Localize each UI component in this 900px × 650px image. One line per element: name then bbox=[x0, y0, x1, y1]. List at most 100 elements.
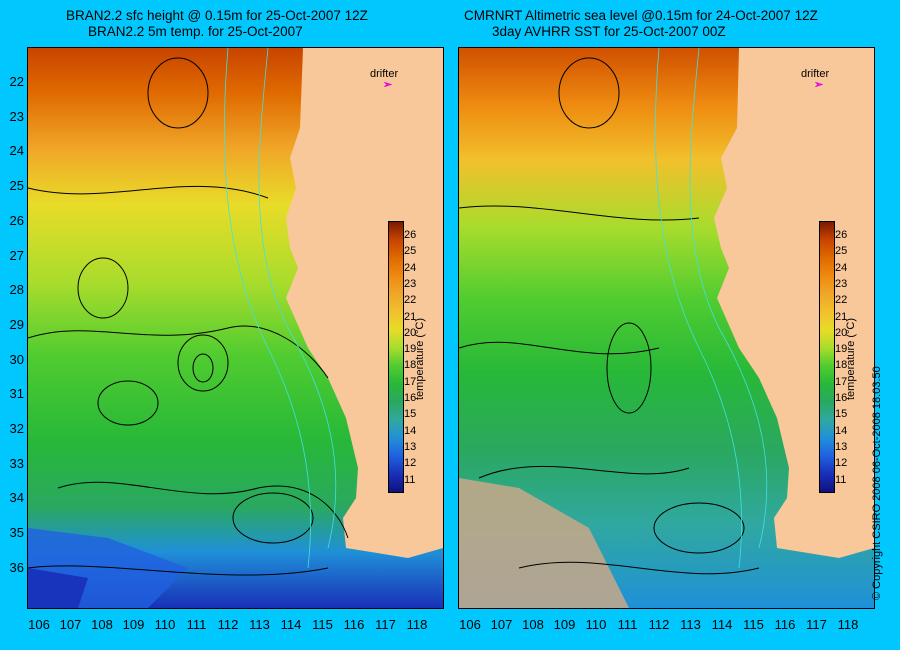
colorbar-tick-label: 13 bbox=[835, 440, 848, 453]
latitude-label: 33 bbox=[9, 455, 24, 471]
latitude-label: 35 bbox=[9, 525, 24, 541]
colorbar-tick-label: 21 bbox=[835, 310, 848, 323]
longitude-label: 110 bbox=[585, 617, 607, 632]
colorbar-tick-label: 14 bbox=[404, 424, 417, 437]
colorbar-tick-label: 24 bbox=[835, 261, 848, 274]
colorbar-tick-label: 21 bbox=[404, 310, 417, 323]
colorbar-tick-label: 23 bbox=[404, 277, 417, 290]
longitude-label: 115 bbox=[312, 617, 333, 632]
longitude-label: 107 bbox=[59, 617, 82, 632]
latitude-label: 32 bbox=[9, 421, 24, 436]
longitude-label: 110 bbox=[154, 617, 176, 632]
longitude-label: 107 bbox=[490, 617, 513, 632]
sea-temperature-field bbox=[459, 48, 874, 608]
drifter-icon[interactable]: ➢ bbox=[814, 79, 824, 91]
colorbar-fill bbox=[389, 222, 403, 492]
latitude-label: 30 bbox=[9, 351, 24, 367]
colorbar-tick-label: 11 bbox=[404, 473, 416, 486]
longitude-label: 114 bbox=[711, 617, 733, 632]
longitude-label: 116 bbox=[343, 617, 365, 632]
colorbar-tick-label: 22 bbox=[835, 294, 848, 307]
right-map-panel[interactable]: drifter ➢ bbox=[458, 47, 875, 609]
longitude-label: 117 bbox=[806, 617, 827, 632]
colorbar-fill bbox=[820, 222, 834, 492]
colorbar-tick-label: 20 bbox=[404, 326, 417, 339]
longitude-label: 118 bbox=[406, 617, 428, 632]
colorbar-tick-label: 20 bbox=[835, 326, 848, 339]
colorbar-tick-label: 24 bbox=[404, 261, 417, 274]
longitude-label: 111 bbox=[186, 617, 207, 632]
longitude-label: 108 bbox=[91, 617, 113, 632]
colorbar-tick-label: 16 bbox=[835, 392, 848, 404]
colorbar-tick-label: 18 bbox=[835, 359, 848, 372]
colorbar-tick-label: 15 bbox=[835, 408, 848, 421]
left-map-svg bbox=[28, 48, 443, 608]
drifter-label: drifter bbox=[801, 68, 830, 80]
colorbar-tick-label: 23 bbox=[835, 277, 848, 290]
latitude-label: 25 bbox=[9, 178, 24, 194]
cold-water-core bbox=[28, 568, 88, 608]
left-map-panel[interactable]: drifter ➢ bbox=[27, 47, 444, 609]
longitude-label: 112 bbox=[217, 617, 239, 632]
latitude-label: 22 bbox=[9, 74, 24, 89]
colorbar-tick-label: 13 bbox=[404, 440, 417, 453]
latitude-label: 28 bbox=[9, 282, 24, 298]
colorbar-tick-label: 15 bbox=[404, 408, 417, 421]
longitude-label: 109 bbox=[122, 617, 145, 632]
colorbar-title-right: temperature (°C) bbox=[845, 317, 857, 400]
latitude-label: 29 bbox=[9, 316, 24, 332]
copyright-text: © Copyright CSIRO 2008 06-Oct-2008 18:03… bbox=[871, 366, 883, 600]
longitude-label: 112 bbox=[648, 617, 670, 632]
colorbar-tick-label: 26 bbox=[404, 229, 417, 241]
colorbar-tick-label: 19 bbox=[404, 343, 417, 356]
right-panel-subtitle: 3day AVHRR SST for 25-Oct-2007 00Z bbox=[492, 24, 726, 39]
longitude-label: 113 bbox=[249, 617, 270, 632]
latitude-label: 36 bbox=[9, 559, 24, 575]
colorbar-tick-label: 25 bbox=[835, 245, 848, 258]
longitude-label: 114 bbox=[280, 617, 302, 632]
colorbar-tick-label: 19 bbox=[835, 343, 848, 356]
colorbar-tick-label: 17 bbox=[835, 375, 848, 388]
colorbar-tick-label: 22 bbox=[404, 294, 417, 307]
colorbar-tick-label: 12 bbox=[835, 457, 848, 470]
latitude-label: 26 bbox=[9, 212, 24, 228]
sea-temperature-field bbox=[28, 48, 443, 608]
height-contours bbox=[28, 57, 349, 576]
colorbar-title-left: temperature (°C) bbox=[414, 317, 426, 400]
latitude-label: 27 bbox=[9, 247, 24, 263]
bathymetry-contours bbox=[655, 48, 768, 569]
longitude-label: 109 bbox=[553, 617, 576, 632]
cloud-mask-area bbox=[459, 478, 629, 608]
colorbar-tick-label: 17 bbox=[404, 375, 417, 388]
right-panel-title: CMRNRT Altimetric sea level @0.15m for 2… bbox=[464, 8, 818, 23]
height-contours bbox=[459, 57, 760, 575]
latitude-label: 31 bbox=[9, 386, 24, 402]
right-map-svg bbox=[459, 48, 874, 608]
latitude-label: 24 bbox=[9, 143, 24, 159]
colorbar-tick-label: 25 bbox=[404, 245, 417, 258]
longitude-label: 106 bbox=[28, 617, 50, 632]
colorbar-tick-label: 11 bbox=[835, 473, 847, 486]
longitude-label: 117 bbox=[375, 617, 396, 632]
bathymetry-contours bbox=[224, 48, 337, 569]
latitude-label: 23 bbox=[9, 108, 24, 124]
drifter-icon[interactable]: ➢ bbox=[383, 79, 393, 91]
longitude-label: 111 bbox=[617, 617, 638, 632]
longitude-label: 108 bbox=[522, 617, 544, 632]
longitude-label: 115 bbox=[743, 617, 764, 632]
colorbar-tick-label: 14 bbox=[835, 424, 848, 437]
left-panel-subtitle: BRAN2.2 5m temp. for 25-Oct-2007 bbox=[88, 24, 303, 39]
colorbar-tick-label: 26 bbox=[835, 229, 848, 241]
latitude-label: 34 bbox=[9, 490, 24, 506]
left-panel-title: BRAN2.2 sfc height @ 0.15m for 25-Oct-20… bbox=[66, 8, 368, 23]
longitude-label: 106 bbox=[459, 617, 481, 632]
colorbar-tick-label: 12 bbox=[404, 457, 417, 470]
left-colorbar bbox=[388, 221, 404, 493]
longitude-label: 118 bbox=[837, 617, 859, 632]
colorbar-tick-label: 18 bbox=[404, 359, 417, 372]
drifter-label: drifter bbox=[370, 68, 399, 80]
right-colorbar bbox=[819, 221, 835, 493]
longitude-label: 116 bbox=[774, 617, 796, 632]
longitude-label: 113 bbox=[680, 617, 701, 632]
colorbar-tick-label: 16 bbox=[404, 392, 417, 404]
